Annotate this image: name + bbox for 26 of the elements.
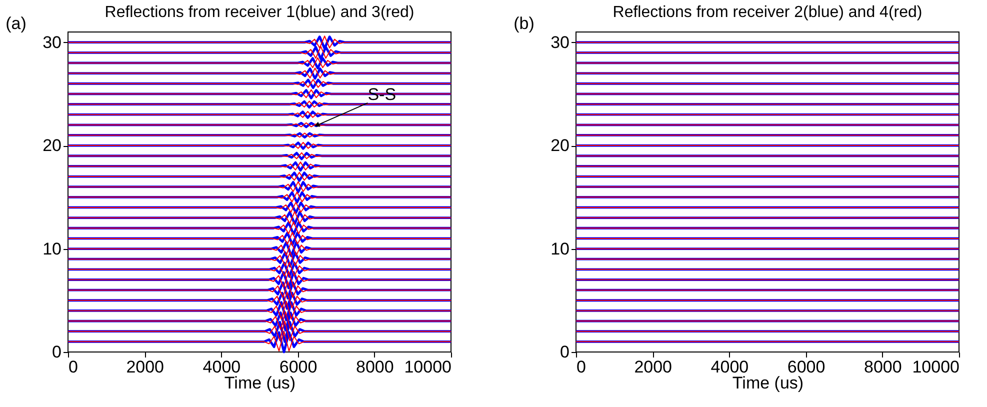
y-tick-label: 30 bbox=[42, 32, 62, 52]
x-tick-label: 4000 bbox=[710, 358, 749, 376]
x-tick-label: 6000 bbox=[279, 358, 318, 376]
x-tick-label: 10000 bbox=[404, 358, 452, 376]
x-axis-title: Time (us) bbox=[224, 374, 296, 392]
x-tick-label: 2000 bbox=[126, 358, 164, 376]
y-tick-label: 20 bbox=[550, 136, 570, 156]
x-tick-label: 4000 bbox=[202, 358, 241, 376]
x-tick-label: 6000 bbox=[787, 358, 826, 376]
x-tick-label: 8000 bbox=[356, 358, 394, 376]
x-tick-label: 2000 bbox=[634, 358, 672, 376]
text: (b) bbox=[514, 14, 534, 33]
x-tick-label: 0 bbox=[68, 358, 78, 376]
y-tick-label: 10 bbox=[42, 239, 62, 258]
x-tick-label: 8000 bbox=[864, 358, 902, 376]
x-tick-label: 10000 bbox=[912, 358, 960, 376]
y-tick-label: 20 bbox=[42, 136, 62, 156]
y-tick-label: 10 bbox=[550, 239, 570, 258]
x-axis-title: Time (us) bbox=[732, 374, 804, 392]
chart-title: Reflections from receiver 1(blue) and 3(red) bbox=[104, 4, 414, 21]
chart-title: Reflections from receiver 2(blue) and 4(red) bbox=[612, 4, 922, 21]
text: (a) bbox=[6, 14, 26, 33]
y-tick-label: 0 bbox=[560, 342, 570, 362]
x-tick-label: 0 bbox=[576, 358, 586, 376]
y-tick-label: 30 bbox=[550, 32, 570, 52]
y-tick-label: 0 bbox=[52, 342, 62, 362]
